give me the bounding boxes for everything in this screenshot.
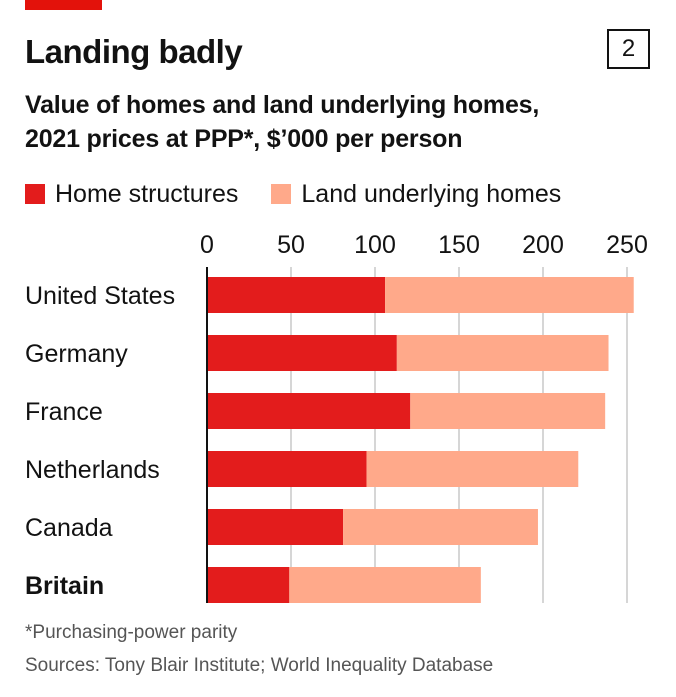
category-label-britain: Britain [25, 572, 104, 600]
legend-swatch-structures [25, 184, 45, 204]
chart-legend: Home structures Land underlying homes [25, 178, 594, 210]
x-tick-label-250: 250 [606, 231, 648, 259]
category-label-france: France [25, 398, 103, 426]
bar-germany-structures [207, 335, 397, 371]
bar-britain-land [289, 567, 481, 603]
subtitle-line-1: Value of homes and land underlying homes… [25, 91, 540, 119]
bar-netherlands-structures [207, 451, 367, 487]
bar-france-land [410, 393, 606, 429]
category-label-united-states: United States [25, 282, 175, 310]
legend-item-structures: Home structures [25, 180, 238, 209]
bar-britain-structures [207, 567, 290, 603]
category-label-germany: Germany [25, 340, 128, 368]
legend-item-land: Land underlying homes [271, 180, 561, 209]
x-tick-label-150: 150 [438, 231, 480, 259]
bar-united-states-structures [207, 277, 386, 313]
bar-canada-land [343, 509, 538, 545]
bar-france-structures [207, 393, 411, 429]
x-tick-label-0: 0 [200, 231, 214, 259]
legend-swatch-land [271, 184, 292, 204]
x-tick-label-50: 50 [277, 231, 305, 259]
chart-number-badge: 2 [607, 29, 650, 69]
stacked-bar-chart: 0 50 100 150 200 250 United States Germany Franc… [25, 231, 648, 603]
subtitle-line-2: 2021 prices at PPP*, $’000 per person [25, 125, 463, 153]
bar-netherlands-land [366, 451, 579, 487]
legend-label-land: Land underlying homes [301, 179, 562, 208]
bar-germany-land [396, 335, 609, 371]
legend-label-structures: Home structures [55, 179, 239, 208]
chart-subtitle: Value of homes and land underlying homes… [25, 88, 539, 156]
bar-canada-structures [207, 509, 344, 545]
brand-accent-bar [25, 0, 102, 10]
chart-title: Landing badly [25, 33, 243, 70]
x-tick-label-100: 100 [354, 231, 396, 259]
sources: Sources: Tony Blair Institute; World Ine… [25, 655, 494, 676]
footnote: *Purchasing-power parity [25, 622, 238, 643]
bar-united-states-land [385, 277, 634, 313]
category-label-netherlands: Netherlands [25, 456, 160, 484]
category-label-canada: Canada [25, 514, 113, 542]
x-tick-label-200: 200 [522, 231, 564, 259]
